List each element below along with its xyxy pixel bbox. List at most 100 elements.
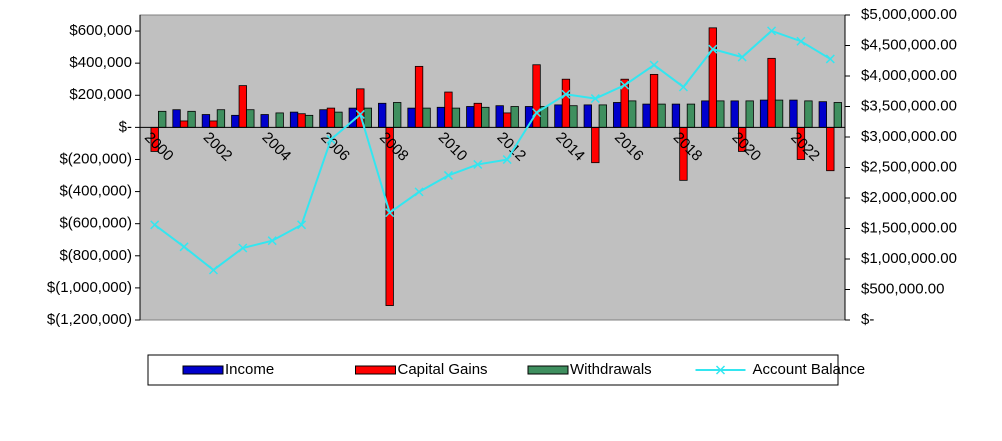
y2-tick-label: $- bbox=[861, 311, 874, 328]
y2-tick-label: $4,500,000.00 bbox=[861, 36, 957, 53]
bar bbox=[833, 102, 842, 128]
bar bbox=[319, 109, 328, 128]
legend-swatch bbox=[355, 365, 396, 375]
bar bbox=[172, 109, 181, 128]
y-tick-label: $200,000 bbox=[69, 86, 132, 103]
bar bbox=[304, 114, 314, 128]
line-marker bbox=[678, 82, 688, 92]
line-marker bbox=[561, 89, 571, 99]
line-marker bbox=[238, 243, 248, 253]
bar bbox=[201, 114, 211, 128]
bar bbox=[179, 120, 189, 128]
bar bbox=[598, 104, 607, 128]
y-tick-label: $(1,000,000) bbox=[47, 279, 132, 296]
legend-swatch bbox=[182, 365, 224, 375]
bar bbox=[216, 109, 226, 128]
line-marker bbox=[355, 109, 365, 119]
y2-tick-label: $3,500,000.00 bbox=[861, 97, 957, 114]
line-marker bbox=[767, 26, 777, 36]
bar bbox=[628, 100, 637, 128]
line-marker bbox=[825, 54, 835, 64]
bar bbox=[158, 110, 167, 128]
bar bbox=[642, 103, 651, 128]
line-marker bbox=[473, 159, 483, 169]
bar bbox=[818, 101, 827, 128]
line-marker bbox=[179, 242, 189, 252]
legend-label: Withdrawals bbox=[570, 361, 652, 378]
plot-area bbox=[139, 14, 846, 321]
line-marker bbox=[649, 60, 659, 70]
line-marker bbox=[414, 187, 424, 197]
bar bbox=[569, 105, 578, 128]
line-marker bbox=[620, 80, 630, 90]
bar bbox=[481, 106, 490, 128]
line-marker bbox=[532, 108, 542, 118]
line-marker bbox=[150, 220, 160, 230]
bar bbox=[730, 100, 739, 128]
y2-tick-label: $3,000,000.00 bbox=[861, 128, 957, 145]
bar bbox=[393, 102, 402, 128]
bar bbox=[613, 102, 622, 128]
bar bbox=[275, 112, 284, 128]
bar bbox=[804, 100, 813, 128]
line-marker bbox=[326, 134, 336, 144]
line-marker bbox=[267, 236, 277, 246]
bar bbox=[289, 111, 299, 128]
bar bbox=[510, 106, 519, 128]
bar bbox=[363, 107, 372, 128]
line-marker bbox=[737, 52, 747, 62]
legend-swatch-marker bbox=[715, 365, 726, 375]
bar bbox=[503, 112, 512, 128]
legend-swatch bbox=[527, 365, 569, 375]
y2-tick-label: $1,500,000.00 bbox=[861, 219, 957, 236]
bar bbox=[708, 27, 717, 128]
bar bbox=[238, 85, 247, 128]
y2-tick-label: $2,000,000.00 bbox=[861, 189, 957, 206]
line-marker bbox=[590, 94, 600, 104]
y-tick-label: $(1,200,000) bbox=[47, 311, 132, 328]
bar bbox=[657, 103, 666, 128]
line-marker bbox=[443, 170, 453, 180]
y2-tick-label: $1,000,000.00 bbox=[861, 250, 957, 267]
bar bbox=[451, 107, 461, 128]
y-tick-label: $600,000 bbox=[69, 22, 132, 39]
legend-label: Income bbox=[225, 361, 274, 378]
y2-tick-label: $2,500,000.00 bbox=[861, 158, 957, 175]
y2-tick-label: $5,000,000.00 bbox=[861, 6, 957, 23]
bar bbox=[561, 78, 571, 128]
bar bbox=[407, 107, 416, 128]
y-tick-label: $- bbox=[119, 118, 132, 135]
line-marker bbox=[385, 208, 395, 218]
bar bbox=[444, 91, 453, 128]
bar bbox=[473, 102, 482, 128]
y-tick-label: $(800,000) bbox=[59, 247, 132, 264]
line-marker bbox=[708, 44, 718, 54]
bar bbox=[789, 99, 798, 128]
line-marker bbox=[208, 265, 218, 275]
y2-tick-label: $500,000.00 bbox=[861, 280, 944, 297]
bar bbox=[649, 73, 659, 128]
line-marker bbox=[796, 36, 806, 46]
bar bbox=[671, 103, 681, 128]
y-tick-label: $(600,000) bbox=[59, 215, 132, 232]
bar bbox=[436, 106, 446, 128]
line-marker bbox=[297, 220, 307, 230]
bar bbox=[759, 99, 769, 128]
bar bbox=[745, 100, 754, 128]
y-tick-label: $(400,000) bbox=[59, 183, 132, 200]
bar bbox=[378, 102, 387, 128]
bar bbox=[583, 104, 592, 128]
bar bbox=[231, 114, 240, 128]
legend-label: Capital Gains bbox=[398, 361, 488, 378]
bar bbox=[701, 100, 710, 128]
y-tick-label: $(200,000) bbox=[59, 150, 132, 167]
bar bbox=[414, 65, 424, 128]
legend-label: Account Balance bbox=[753, 361, 866, 378]
y2-tick-label: $4,000,000.00 bbox=[861, 67, 957, 84]
bar bbox=[554, 104, 563, 128]
bar bbox=[495, 105, 504, 128]
bar bbox=[466, 106, 475, 128]
bar bbox=[767, 57, 776, 128]
bar bbox=[326, 107, 336, 128]
